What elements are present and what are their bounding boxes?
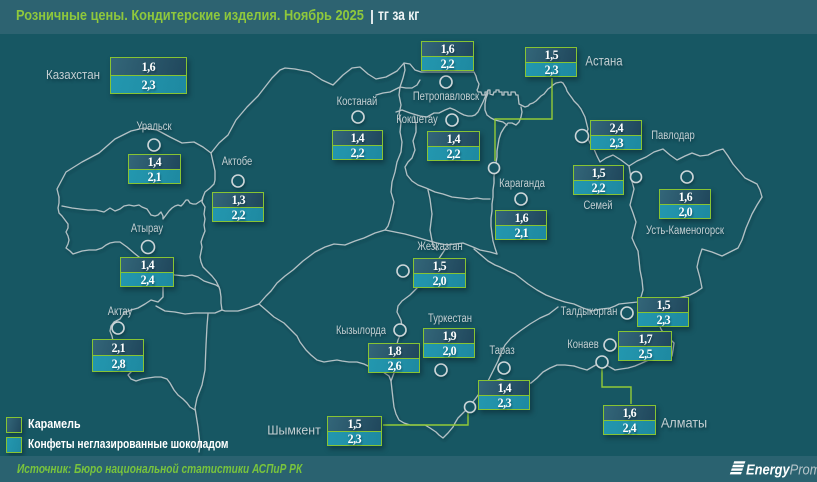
svg-text:EnergyProm: EnergyProm: [746, 461, 817, 478]
